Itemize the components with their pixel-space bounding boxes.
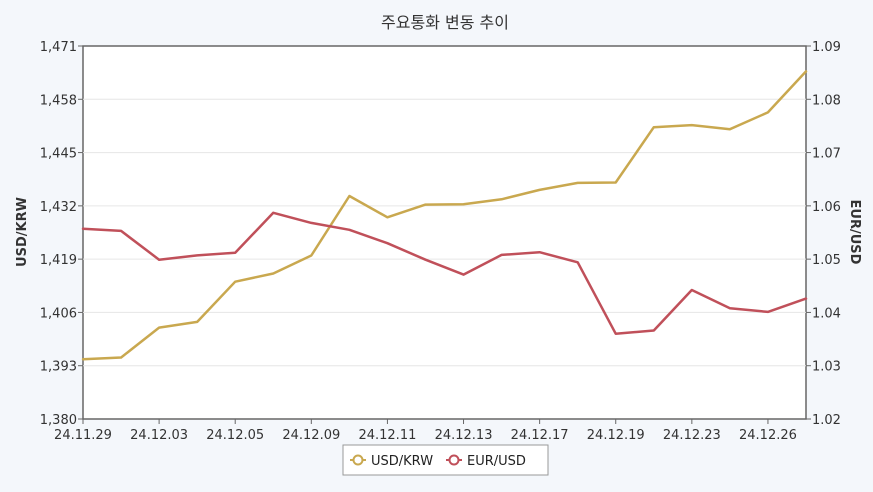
- y-right-tick-label: 1.06: [812, 200, 841, 215]
- legend-marker-eur-usd: [448, 454, 460, 466]
- chart-title: 주요통화 변동 추이: [381, 13, 509, 32]
- x-tick-label: 24.12.17: [511, 428, 569, 443]
- x-tick-label: 24.12.11: [358, 428, 416, 443]
- x-tick-label: 24.12.03: [130, 428, 188, 443]
- y-left-tick-label: 1,393: [40, 360, 77, 375]
- y-right-tick-label: 1.05: [812, 253, 841, 268]
- x-tick-label: 24.12.09: [282, 428, 340, 443]
- legend-label-usd-krw: USD/KRW: [371, 454, 433, 469]
- y-right-tick-label: 1.04: [812, 306, 841, 321]
- series-lines: [81, 70, 808, 361]
- y-left-tick-label: 1,380: [40, 413, 77, 428]
- y-axis-left-title: USD/KRW: [15, 197, 30, 267]
- y-right-tick-label: 1.03: [812, 360, 841, 375]
- legend-box: [342, 444, 549, 476]
- y-left-tick-label: 1,432: [40, 200, 77, 215]
- grid-lines: [83, 98, 806, 367]
- legend-marker-usd-krw: [352, 454, 364, 466]
- y-right-tick-label: 1.08: [812, 93, 841, 108]
- y-left-tick-label: 1,445: [40, 147, 77, 162]
- plot-area: [82, 45, 807, 420]
- legend[interactable]: USD/KRW EUR/USD: [342, 444, 549, 476]
- series-line-usd-krw[interactable]: [81, 70, 808, 361]
- y-left-tick-label: 1,458: [40, 93, 77, 108]
- x-tick-label: 24.12.13: [435, 428, 493, 443]
- series-line-eur-usd[interactable]: [81, 211, 808, 335]
- y-left-tick-label: 1,471: [40, 40, 77, 55]
- x-tick-label: 24.12.26: [739, 428, 797, 443]
- y-right-tick-label: 1.09: [812, 40, 841, 55]
- y-left-tick-label: 1,419: [40, 253, 77, 268]
- legend-label-eur-usd: EUR/USD: [467, 454, 526, 469]
- axis-ticks: 1,380 1,393 1,406 1,419 1,432 1,445 1,458 1,471…: [40, 40, 841, 443]
- y-right-tick-label: 1.07: [812, 147, 841, 162]
- y-left-tick-label: 1,406: [40, 306, 77, 321]
- x-tick-label: 24.12.23: [663, 428, 721, 443]
- legend-item-eur-usd[interactable]: EUR/USD: [446, 454, 526, 469]
- legend-item-usd-krw[interactable]: USD/KRW: [350, 454, 433, 469]
- y-axis-right-title: EUR/USD: [847, 200, 862, 265]
- x-tick-label: 24.11.29: [54, 428, 112, 443]
- y-right-tick-label: 1.02: [812, 413, 841, 428]
- x-tick-label: 24.12.19: [587, 428, 645, 443]
- x-tick-label: 24.12.05: [206, 428, 264, 443]
